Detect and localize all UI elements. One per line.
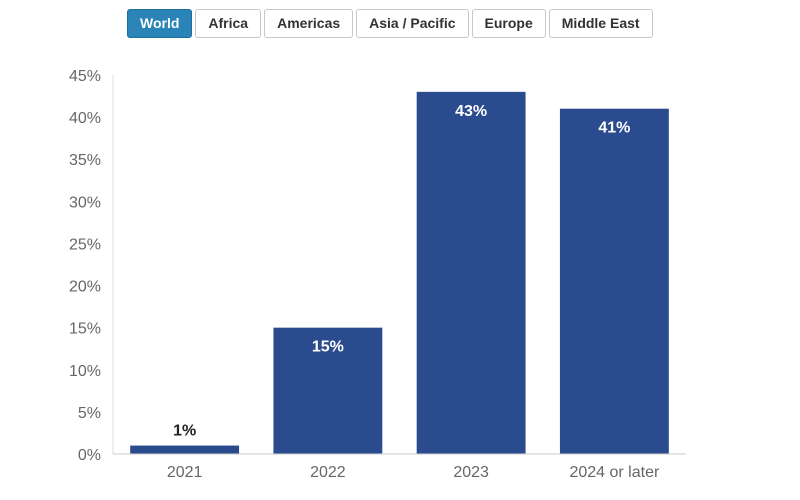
x-tick-label: 2024 or later [569,464,660,481]
region-tabs: World Africa Americas Asia / Pacific Eur… [127,9,653,38]
y-tick-label: 20% [69,279,101,296]
bar-data-label: 15% [312,339,344,356]
y-tick-label: 45% [69,68,101,85]
x-tick-label: 2021 [167,464,203,481]
y-tick-label: 40% [69,110,101,127]
tab-middle-east[interactable]: Middle East [548,9,653,38]
tab-americas[interactable]: Americas [264,9,354,38]
y-tick-label: 35% [69,152,101,169]
x-tick-label: 2022 [310,464,346,481]
y-tick-label: 30% [69,194,101,211]
tab-asia-pacific[interactable]: Asia / Pacific [356,9,469,38]
y-tick-label: 25% [69,236,101,253]
bar [416,91,526,454]
bar-data-label: 43% [455,103,487,120]
y-tick-label: 5% [78,405,101,422]
bar [273,327,383,454]
y-tick-label: 10% [69,363,101,380]
bar-data-label: 41% [598,120,630,137]
x-tick-label: 2023 [453,464,489,481]
y-tick-label: 15% [69,321,101,338]
bar [130,445,240,454]
tab-europe[interactable]: Europe [471,9,546,38]
bar [559,108,669,454]
bar-data-label: 1% [173,423,196,440]
tab-africa[interactable]: Africa [195,9,262,38]
tab-world[interactable]: World [127,9,193,38]
y-tick-label: 0% [78,447,101,464]
